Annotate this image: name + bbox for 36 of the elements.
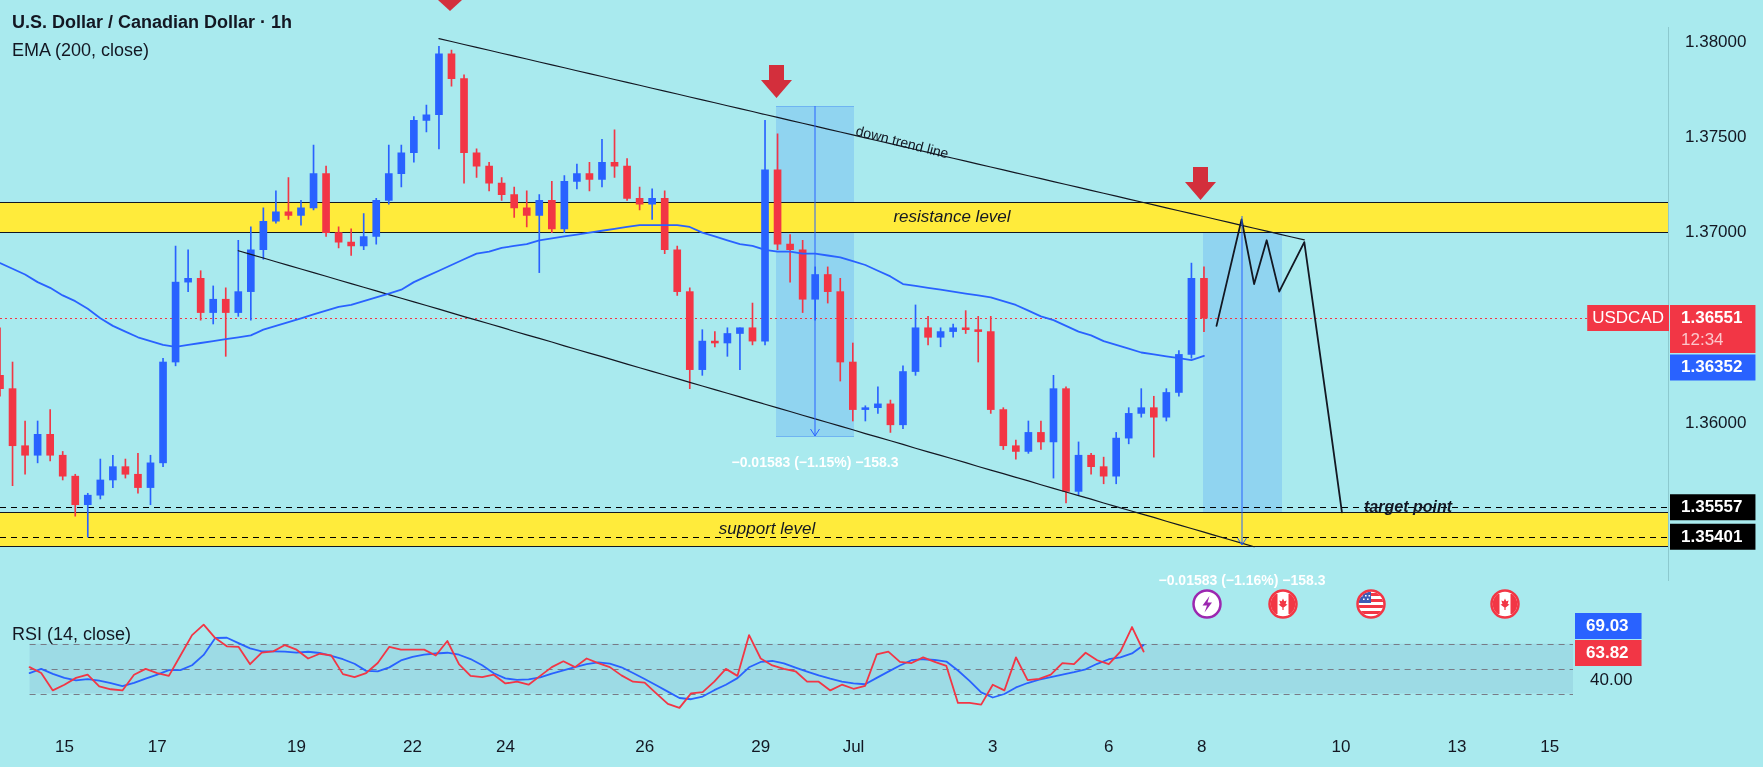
y-tick-label: 1.38000 [1685,32,1747,52]
y-tick-label: 1.36000 [1685,412,1747,432]
x-tick-label: 10 [1331,737,1351,757]
chart-title: U.S. Dollar / Canadian Dollar · 1h [12,11,293,34]
text: 69.03 [1586,615,1629,635]
text: 40.00 [1590,669,1633,689]
text: 1.36352 [1681,357,1743,377]
x-tick-label: 15 [1540,737,1560,757]
x-tick-label: 15 [54,737,74,757]
x-tick-label: 3 [988,737,998,757]
candlestick [961,310,970,334]
band-label: resistance level [893,207,1012,227]
x-tick-label: 17 [147,737,167,757]
text: 63.82 [1586,642,1629,662]
text: EMA (200, close) [12,39,150,62]
ref-line-label: 1.35557 [1681,496,1743,516]
annotation: −0.01583 (−1.16%) −158.3 [1158,571,1326,588]
x-tick-label: 13 [1447,737,1467,757]
x-tick-label: 22 [403,737,423,757]
band-label: support level [718,519,817,539]
x-tick-label: 24 [495,737,515,757]
annotation: target point [1364,498,1453,516]
chart-title: RSI (14, close) [12,623,132,646]
annotation: −0.01583 (−1.15%) −158.3 [731,453,899,470]
ref-line-label: 1.36551 12:34 [1681,307,1743,349]
x-tick-label: 29 [751,737,771,757]
annotation: down trend line [854,122,951,162]
y-tick-label: 1.37000 [1685,222,1747,242]
y-tick-label: 1.37500 [1685,127,1747,147]
text: USDCAD [1592,307,1665,327]
x-tick-label: 19 [287,737,306,757]
ref-line-label: 1.35401 [1681,526,1743,546]
x-tick-label: 26 [635,737,655,757]
x-tick-label: Jul [842,737,865,757]
x-tick-label: 6 [1104,737,1114,757]
x-tick-label: 8 [1196,737,1207,757]
